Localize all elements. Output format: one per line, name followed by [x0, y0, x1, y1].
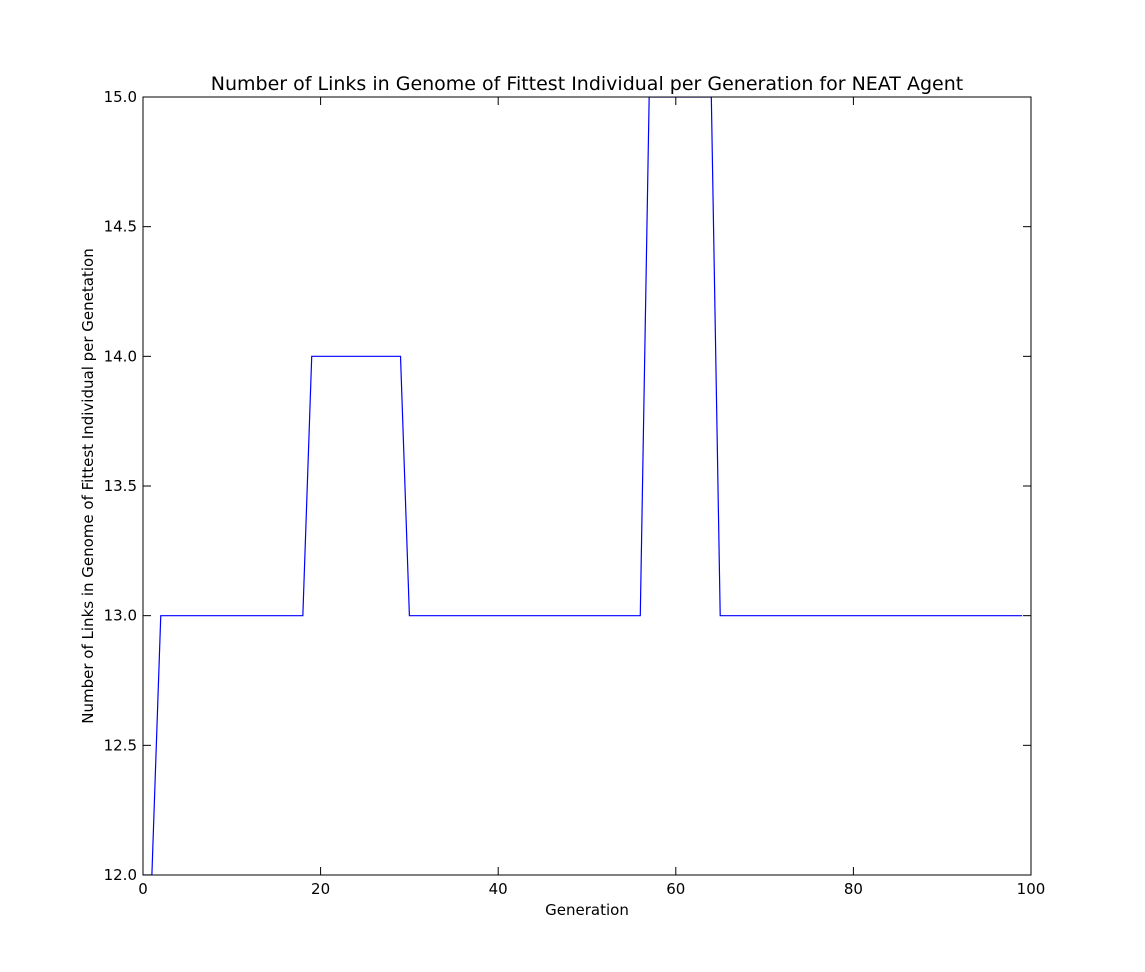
- y-tick-label: 13.0: [104, 607, 137, 625]
- y-tick-label: 13.5: [104, 477, 137, 495]
- y-axis-label: Number of Links in Genome of Fittest Ind…: [79, 248, 97, 723]
- x-tick-label: 80: [844, 880, 863, 898]
- plot-area: 0 20 40 60 80 100 12.0 12.5 13.0 13.5 14.0 14.5 15.0: [104, 88, 1046, 898]
- y-tick-label: 14.5: [104, 218, 137, 236]
- x-tick-label: 20: [311, 880, 330, 898]
- y-tick-label: 12.0: [104, 866, 137, 884]
- x-tick-label: 40: [489, 880, 508, 898]
- x-tick-label: 0: [138, 880, 148, 898]
- ticks-layer: 0 20 40 60 80 100 12.0 12.5 13.0 13.5 14.0 14.5 15.0: [104, 88, 1046, 898]
- x-axis-label: Generation: [545, 901, 629, 919]
- x-tick-label: 60: [666, 880, 685, 898]
- chart-title: Number of Links in Genome of Fittest Ind…: [211, 73, 963, 95]
- y-tick-label: 14.0: [104, 347, 137, 365]
- y-tick-label: 12.5: [104, 736, 137, 754]
- x-tick-label: 100: [1017, 880, 1046, 898]
- series-line-1: [143, 97, 1023, 875]
- y-tick-label: 15.0: [104, 88, 137, 106]
- series-layer: [143, 97, 1023, 875]
